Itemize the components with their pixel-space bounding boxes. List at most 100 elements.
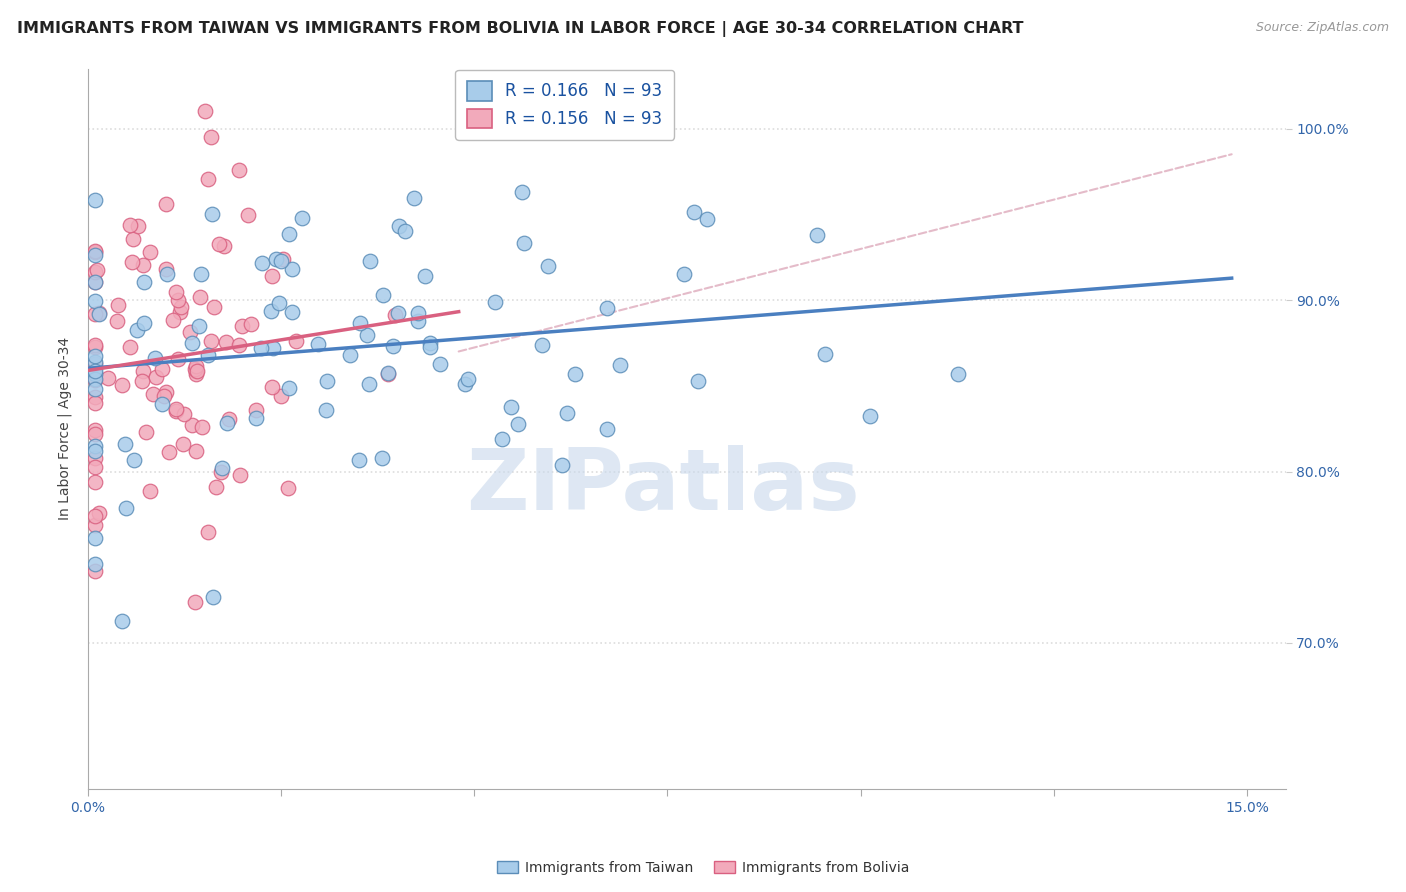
Point [200,130,222,145]
Point [155,196,177,211]
Point [245,411,267,425]
Point [87,306,110,320]
Point [84,475,107,489]
Point [84,508,107,523]
Point [402,191,425,205]
Point [84,265,107,279]
Text: ZIPatlas: ZIPatlas [465,445,859,528]
Point [84,558,107,572]
Point [682,205,704,219]
Point [231,319,253,334]
Point [114,437,136,451]
Point [156,268,179,282]
Point [484,295,506,310]
Point [186,364,208,378]
Point [84,372,107,386]
Point [228,337,250,351]
Point [814,347,837,361]
Point [260,304,283,318]
Point [84,248,107,262]
Point [208,236,231,251]
Point [170,300,193,314]
Point [179,326,201,340]
Point [349,317,371,331]
Point [209,466,232,480]
Point [84,244,107,259]
Point [84,275,107,289]
Point [132,275,155,289]
Point [173,407,195,421]
Point [347,453,370,467]
Point [172,437,194,451]
Point [239,317,262,331]
Text: IMMIGRANTS FROM TAIWAN VS IMMIGRANTS FROM BOLIVIA IN LABOR FORCE | AGE 30-34 COR: IMMIGRANTS FROM TAIWAN VS IMMIGRANTS FRO… [17,21,1024,37]
Point [84,438,107,452]
Point [121,232,143,246]
Point [413,268,436,283]
Point [167,352,190,367]
Point [181,335,204,350]
Point [124,452,146,467]
Point [205,480,228,494]
Point [315,403,337,417]
Point [184,367,207,381]
Point [155,385,177,400]
Point [84,382,107,396]
Point [454,377,477,392]
Point [356,328,378,343]
Point [84,349,107,363]
Point [284,334,307,349]
Point [84,564,107,578]
Point [84,426,107,441]
Point [84,518,107,533]
Point [142,387,165,401]
Point [394,224,416,238]
Point [250,256,273,270]
Point [271,252,294,267]
Point [191,420,214,434]
Point [184,364,207,378]
Point [513,235,536,250]
Point [111,378,134,392]
Point [197,348,219,362]
Point [84,373,107,387]
Point [194,104,217,119]
Point [202,300,225,314]
Point [281,305,304,319]
Point [200,334,222,348]
Point [184,359,207,374]
Point [315,374,337,388]
Point [491,432,513,446]
Point [260,269,283,284]
Point [359,376,381,391]
Point [84,276,107,290]
Point [84,245,107,260]
Legend: R = 0.166   N = 93, R = 0.156   N = 93: R = 0.166 N = 93, R = 0.156 N = 93 [456,70,675,140]
Point [84,364,107,378]
Point [264,252,287,266]
Point [150,362,173,376]
Point [228,163,250,178]
Point [165,285,187,300]
Point [153,388,176,402]
Point [270,389,292,403]
Point [197,524,219,539]
Point [84,450,107,465]
Point [184,444,207,458]
Point [184,595,207,609]
Point [530,338,553,352]
Point [84,194,107,208]
Point [84,357,107,371]
Point [596,301,619,316]
Point [197,171,219,186]
Point [510,186,533,200]
Point [388,219,411,234]
Point [673,267,696,281]
Point [184,361,207,376]
Point [150,397,173,411]
Point [948,367,970,381]
Point [165,401,187,416]
Point [250,342,273,356]
Point [688,375,710,389]
Point [132,258,155,272]
